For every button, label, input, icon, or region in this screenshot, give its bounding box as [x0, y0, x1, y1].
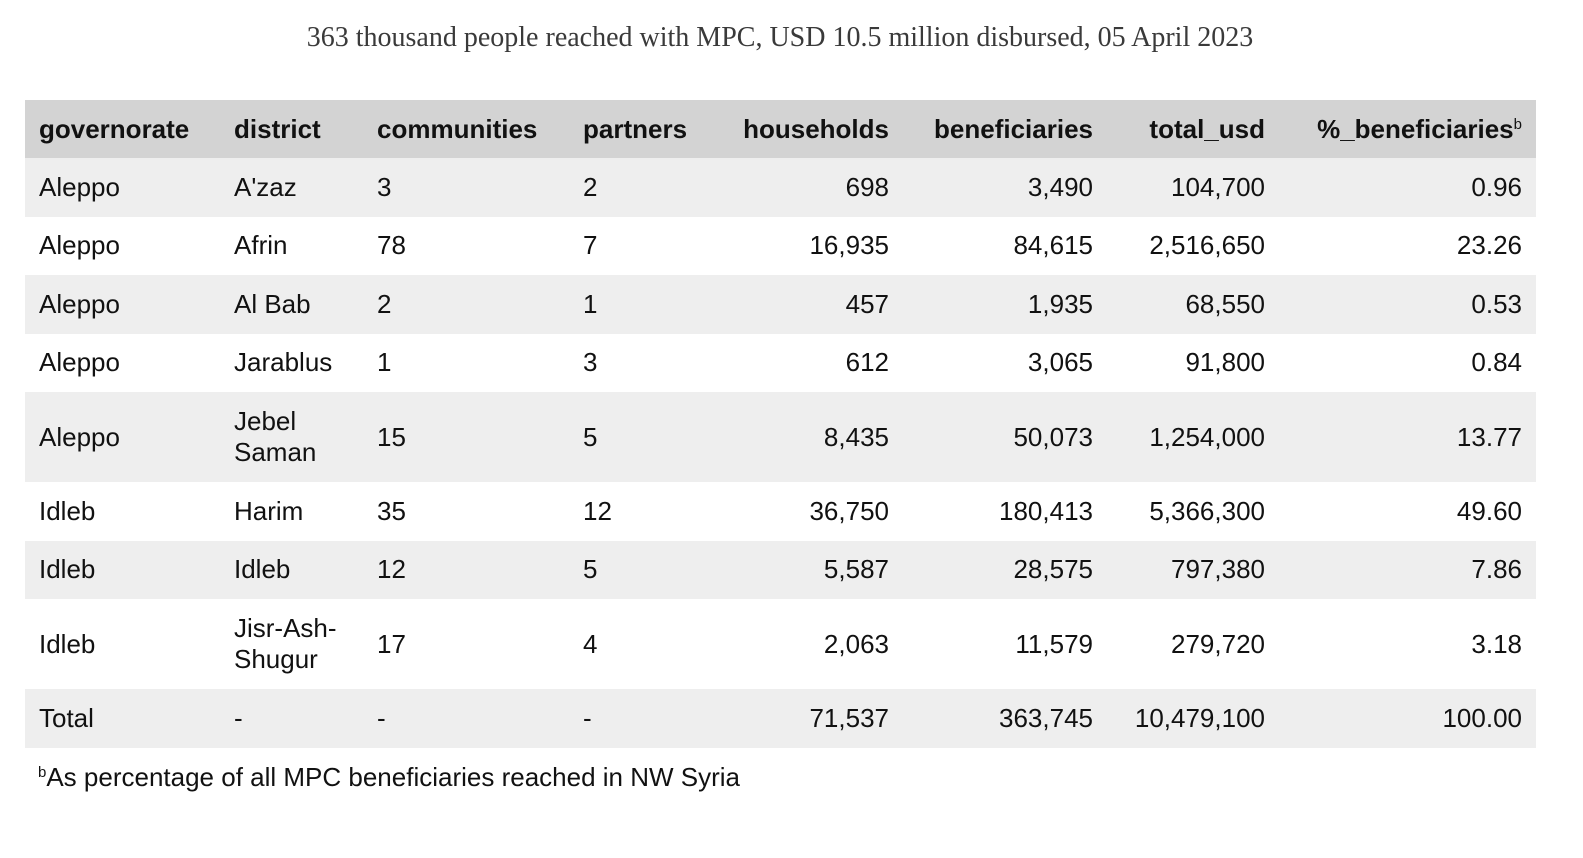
cell-partners: 12 [583, 495, 612, 526]
col-header-communities: communities [377, 113, 538, 144]
cell-pct-beneficiaries: 23.26 [1456, 230, 1522, 261]
cell-pct-beneficiaries: 3.18 [1471, 628, 1522, 659]
cell-governorate: Idleb [39, 495, 96, 526]
cell-households: 457 [845, 288, 889, 319]
cell-total-usd: 1,254,000 [1149, 421, 1265, 452]
cell-communities: 3 [377, 171, 392, 202]
cell-households: 36,750 [809, 495, 889, 526]
cell-communities: 2 [377, 288, 392, 319]
cell-district: A'zaz [234, 171, 297, 202]
cell-governorate: Aleppo [39, 230, 120, 261]
cell-partners: 5 [583, 554, 598, 585]
cell-district: Jarablus [234, 347, 333, 378]
cell-beneficiaries: 3,065 [1027, 347, 1093, 378]
table-footnote: bAs percentage of all MPC beneficiaries … [38, 762, 740, 793]
cell-communities: 17 [377, 628, 406, 659]
col-header-governorate: governorate [39, 113, 190, 144]
cell-pct-beneficiaries: 100.00 [1442, 702, 1522, 733]
cell-beneficiaries: 28,575 [1013, 554, 1093, 585]
cell-total-usd: 10,479,100 [1134, 702, 1265, 733]
cell-beneficiaries: 3,490 [1027, 171, 1093, 202]
cell-total-usd: 68,550 [1185, 288, 1265, 319]
cell-households: 71,537 [809, 702, 889, 733]
table-row: Idleb Harim 35 12 36,750 180,413 5,366,300 49.6… [25, 482, 1536, 541]
cell-total-usd: 5,366,300 [1149, 495, 1265, 526]
cell-beneficiaries: 363,745 [999, 702, 1093, 733]
table-row: Aleppo Jarablus 1 3 612 3,065 91,800 0.84 [25, 333, 1536, 392]
cell-households: 16,935 [809, 230, 889, 261]
cell-pct-beneficiaries: 49.60 [1456, 495, 1522, 526]
total-row: Total - - - 71,537 363,745 10,479,100 100.00 [25, 689, 1536, 748]
cell-partners: 2 [583, 171, 598, 202]
cell-governorate: Aleppo [39, 171, 120, 202]
cell-total-usd: 104,700 [1171, 171, 1265, 202]
cell-district: Al Bab [234, 288, 311, 319]
cell-beneficiaries: 84,615 [1013, 230, 1093, 261]
col-header-households: households [743, 113, 889, 144]
cell-households: 8,435 [823, 421, 889, 452]
cell-beneficiaries: 1,935 [1027, 288, 1093, 319]
cell-governorate: Aleppo [39, 347, 120, 378]
table-row: Aleppo A'zaz 3 2 698 3,490 104,700 0.96 [25, 158, 1536, 217]
table-row: Aleppo Jebel Saman 15 5 8,435 50,073 1,254,000… [25, 392, 1536, 482]
footnote-marker: b [1513, 115, 1522, 133]
cell-district: - [234, 702, 243, 733]
table-row: Aleppo Afrin 78 7 16,935 84,615 2,516,650 23.26 [25, 216, 1536, 275]
cell-partners: 7 [583, 230, 598, 261]
cell-partners: 4 [583, 628, 598, 659]
cell-total-usd: 91,800 [1185, 347, 1265, 378]
table-row: Idleb Jisr-Ash-Shugur 17 4 2,063 11,579 279,72… [25, 599, 1536, 689]
cell-communities: 15 [377, 421, 406, 452]
header-row: governorate district communities partner… [25, 100, 1536, 158]
cell-pct-beneficiaries: 13.77 [1456, 421, 1522, 452]
col-header-district: district [234, 113, 321, 144]
cell-beneficiaries: 180,413 [999, 495, 1093, 526]
col-header-total-usd: total_usd [1149, 113, 1265, 144]
data-table: governorate district communities partner… [25, 100, 1536, 748]
footnote-marker: b [38, 764, 47, 781]
cell-governorate: Total [39, 702, 94, 733]
cell-beneficiaries: 11,579 [1015, 628, 1093, 659]
cell-communities: 1 [377, 347, 392, 378]
cell-governorate: Aleppo [39, 288, 120, 319]
cell-district: Idleb [234, 554, 291, 585]
cell-pct-beneficiaries: 0.84 [1471, 347, 1522, 378]
footnote-text: As percentage of all MPC beneficiaries r… [46, 762, 740, 792]
cell-partners: 3 [583, 347, 598, 378]
cell-district: Jisr-Ash-Shugur [234, 613, 337, 674]
table-row: Idleb Idleb 12 5 5,587 28,575 797,380 7.86 [25, 540, 1536, 599]
cell-total-usd: 797,380 [1171, 554, 1265, 585]
cell-households: 2,063 [823, 628, 889, 659]
cell-pct-beneficiaries: 7.86 [1471, 554, 1522, 585]
table-row: Aleppo Al Bab 2 1 457 1,935 68,550 0.53 [25, 275, 1536, 334]
cell-partners: 1 [583, 288, 598, 319]
cell-communities: 12 [377, 554, 406, 585]
table-title: 363 thousand people reached with MPC, US… [306, 22, 1254, 53]
col-header-partners: partners [583, 113, 688, 144]
cell-households: 612 [845, 347, 889, 378]
cell-beneficiaries: 50,073 [1013, 421, 1093, 452]
cell-pct-beneficiaries: 0.96 [1471, 171, 1522, 202]
col-header-pct-beneficiaries: %_beneficiariesb [1317, 113, 1522, 144]
cell-pct-beneficiaries: 0.53 [1471, 288, 1522, 319]
cell-district: Afrin [234, 230, 288, 261]
cell-total-usd: 2,516,650 [1149, 230, 1265, 261]
cell-governorate: Idleb [39, 554, 96, 585]
cell-communities: 78 [377, 230, 406, 261]
cell-communities: 35 [377, 495, 406, 526]
cell-district: Harim [234, 495, 304, 526]
cell-governorate: Aleppo [39, 421, 120, 452]
cell-total-usd: 279,720 [1171, 628, 1265, 659]
cell-governorate: Idleb [39, 628, 96, 659]
cell-households: 5,587 [823, 554, 889, 585]
cell-communities: - [377, 702, 386, 733]
col-header-beneficiaries: beneficiaries [934, 113, 1093, 144]
cell-partners: 5 [583, 421, 598, 452]
cell-partners: - [583, 702, 592, 733]
cell-district: Jebel Saman [234, 406, 317, 467]
cell-households: 698 [845, 171, 889, 202]
